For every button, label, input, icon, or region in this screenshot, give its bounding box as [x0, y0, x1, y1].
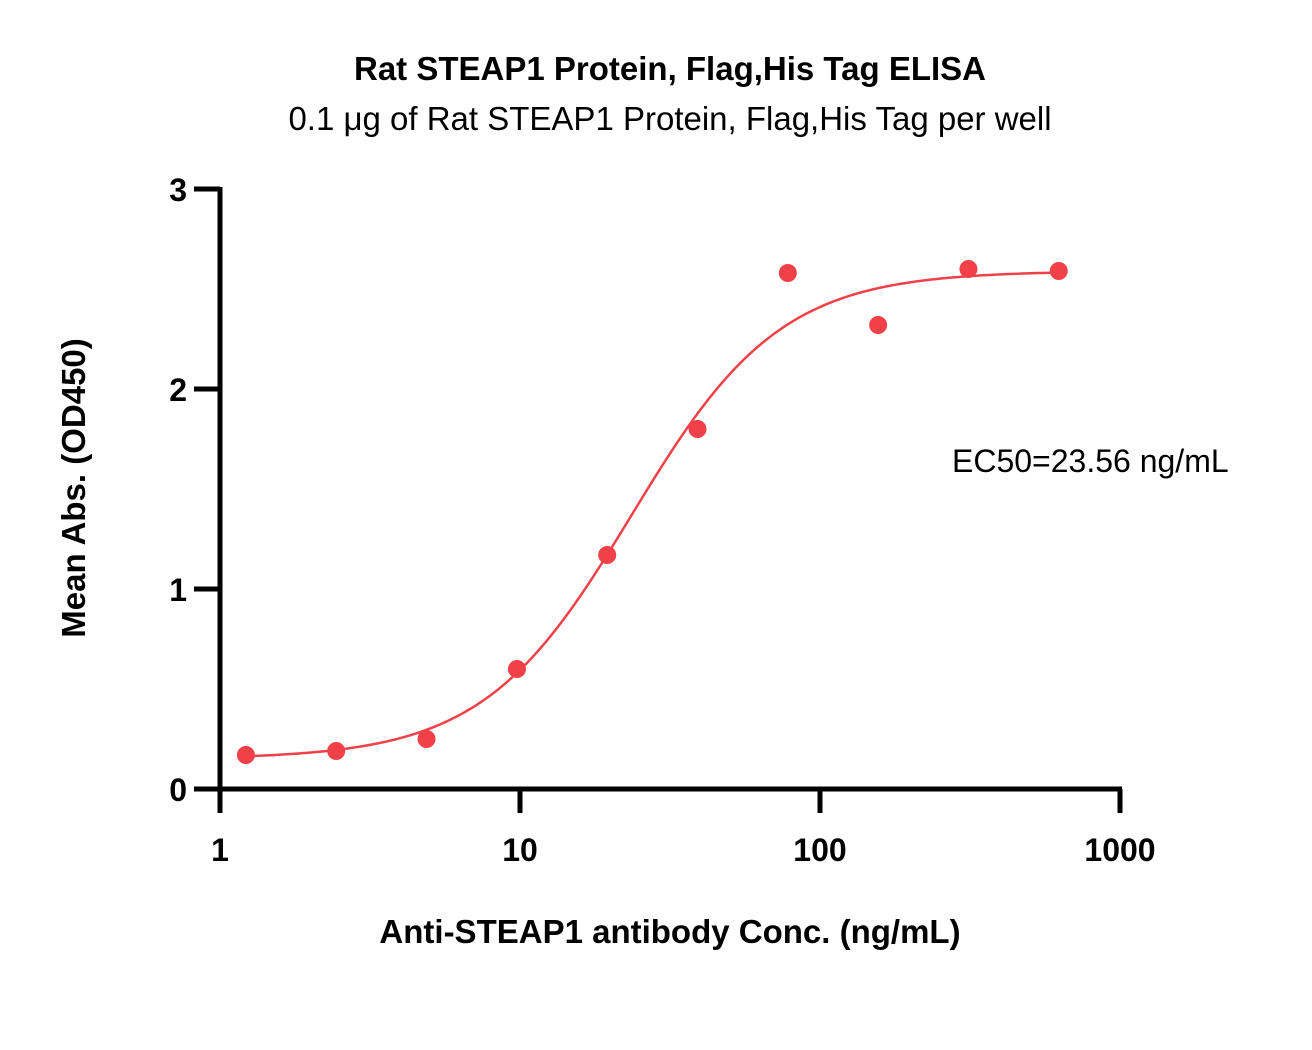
x-tick-label: 1: [211, 832, 229, 868]
data-point: [778, 264, 797, 282]
y-tick-label: 0: [169, 772, 187, 808]
axes: [217, 187, 1122, 792]
y-tick-label: 3: [169, 172, 187, 208]
data-point: [598, 546, 617, 564]
chart-title: Rat STEAP1 Protein, Flag,His Tag ELISA: [354, 50, 986, 87]
x-tick-label: 10: [502, 832, 538, 868]
data-point: [959, 260, 978, 278]
data-point: [507, 660, 526, 678]
y-axis-label: Mean Abs. (OD450): [55, 338, 92, 638]
data-point: [417, 730, 436, 748]
data-point: [236, 746, 255, 764]
ec50-annotation: EC50=23.56 ng/mL: [952, 443, 1229, 479]
y-tick-label: 1: [169, 572, 187, 608]
data-point: [869, 316, 888, 334]
fit-curve: [245, 271, 1059, 758]
x-tick-label: 1000: [1084, 832, 1155, 868]
x-axis-label: Anti-STEAP1 antibody Conc. (ng/mL): [379, 913, 960, 950]
data-point: [327, 742, 346, 760]
x-tick-label: 100: [793, 832, 846, 868]
fit-curve-layer: [245, 271, 1059, 758]
data-point: [688, 420, 707, 438]
data-point: [1049, 262, 1068, 280]
data-points-layer: [236, 260, 1068, 764]
y-tick-label: 2: [169, 372, 187, 408]
chart-subtitle: 0.1 μg of Rat STEAP1 Protein, Flag,His T…: [288, 100, 1051, 137]
